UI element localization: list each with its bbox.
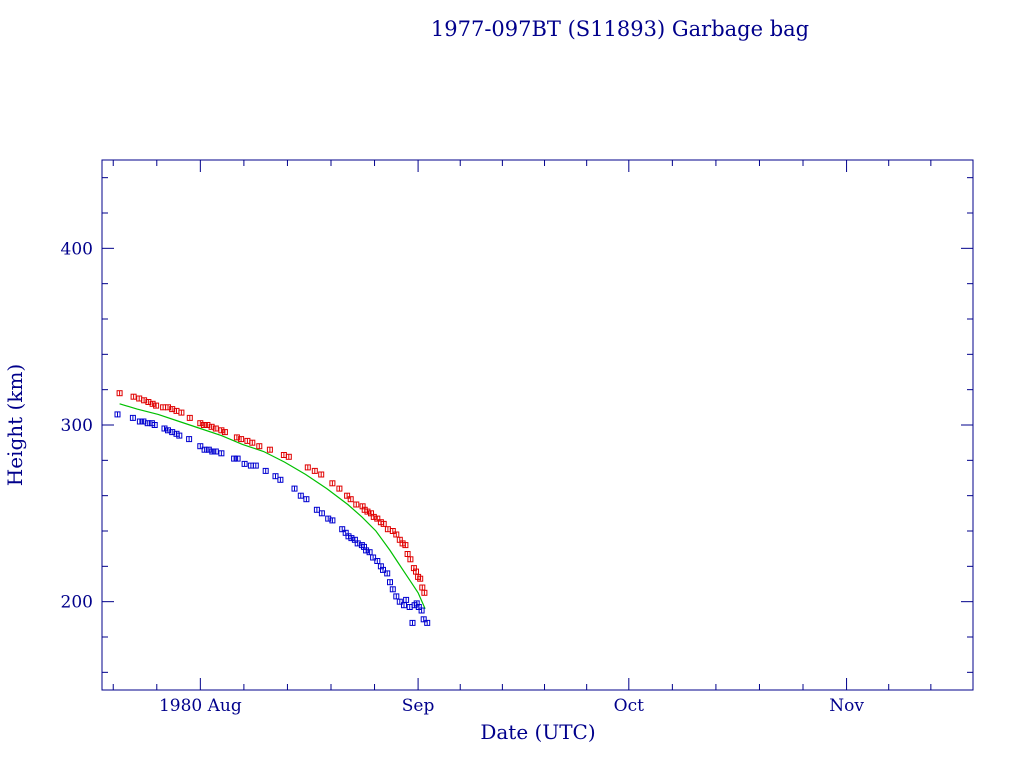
y-tick-label: 400 xyxy=(61,239,93,259)
x-tick-label: Sep xyxy=(402,696,435,716)
lower-height-series xyxy=(114,411,431,626)
y-axis-tick-labels: 200 300 400 xyxy=(61,239,93,612)
y-axis-ticks xyxy=(102,177,973,673)
x-tick-label: 1980 Aug xyxy=(159,696,242,716)
fit-curve-series xyxy=(119,403,426,609)
chart-title: 1977-097BT (S11893) Garbage bag xyxy=(431,17,809,41)
x-axis-label: Date (UTC) xyxy=(480,720,595,744)
x-tick-label: Nov xyxy=(829,696,864,716)
y-tick-label: 200 xyxy=(61,593,93,613)
fit-curve-line xyxy=(119,403,426,609)
plot-frame xyxy=(101,159,974,691)
y-tick-label: 300 xyxy=(61,416,93,436)
x-tick-label: Oct xyxy=(614,696,644,716)
x-axis-ticks xyxy=(112,160,974,690)
x-axis-tick-labels: 1980 AugSepOctNovDec xyxy=(159,696,864,716)
upper-height-series xyxy=(116,390,428,596)
plot-border xyxy=(101,159,974,691)
y-axis-label: Height (km) xyxy=(3,364,27,486)
